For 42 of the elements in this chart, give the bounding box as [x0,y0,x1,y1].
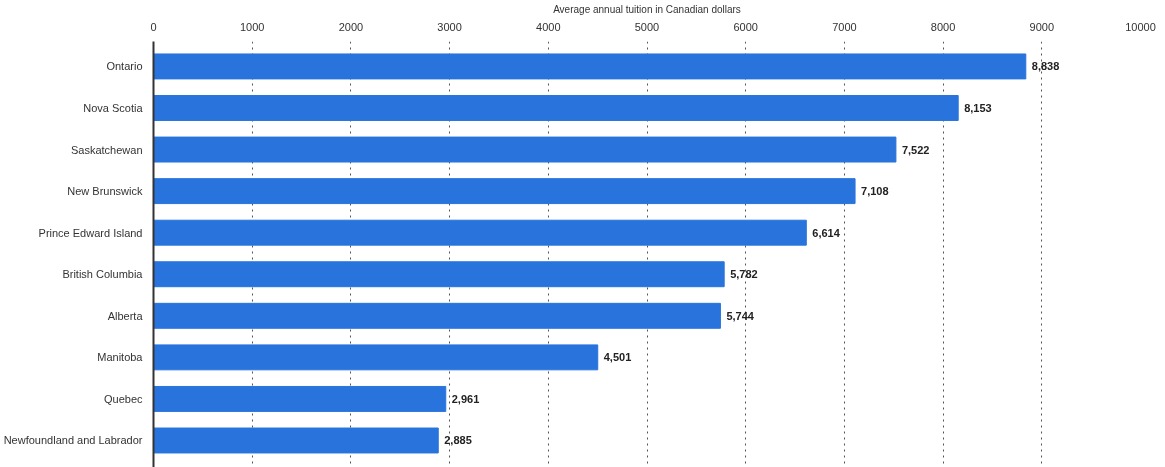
y-tick-label: Quebec [103,392,143,405]
bar [153,178,856,205]
x-tick-label: 10000 [1125,20,1156,33]
y-tick-label: New Brunswick [67,185,143,198]
x-tick-label: 3000 [437,20,462,33]
bar [153,219,807,246]
y-tick-label: Prince Edward Island [38,226,143,239]
x-tick-label: 5000 [634,20,660,33]
data-label: 7,108 [861,185,889,198]
bar [153,261,725,288]
y-tick-label: Manitoba [97,351,144,364]
data-label: 5,744 [726,309,755,322]
bar [153,344,599,371]
data-label: 4,501 [603,351,632,364]
y-tick-label: Nova Scotia [83,102,144,114]
y-tick-label: Saskatchewan [70,143,143,156]
y-tick-label: Newfoundland and Labrador [3,434,143,447]
bar [153,95,959,121]
x-tick-label: 0 [150,20,157,33]
bar [153,385,447,412]
y-tick-label: Alberta [107,309,144,322]
data-label: 8,153 [964,102,992,114]
x-tick-label: 7000 [832,20,857,33]
data-label: 5,782 [730,268,758,281]
x-axis-title: Average annual tuition in Canadian dollars [553,3,741,15]
data-label: 8,838 [1031,60,1060,73]
x-tick-label: 9000 [1029,20,1055,33]
data-label: 7,522 [901,143,930,156]
bar [153,136,897,163]
y-tick-label: Ontario [106,60,143,73]
bar [153,427,439,454]
x-tick-label: 1000 [239,20,265,33]
data-label: 2,885 [444,434,472,447]
x-tick-label: 2000 [338,20,364,33]
data-label: 6,614 [812,226,841,239]
x-tick-label: 8000 [930,20,956,33]
bar [153,302,721,329]
x-tick-label: 6000 [733,20,758,33]
data-label: 2,961 [451,392,480,405]
bar [153,53,1027,80]
x-tick-label: 4000 [536,20,561,33]
y-tick-label: British Columbia [62,268,144,281]
